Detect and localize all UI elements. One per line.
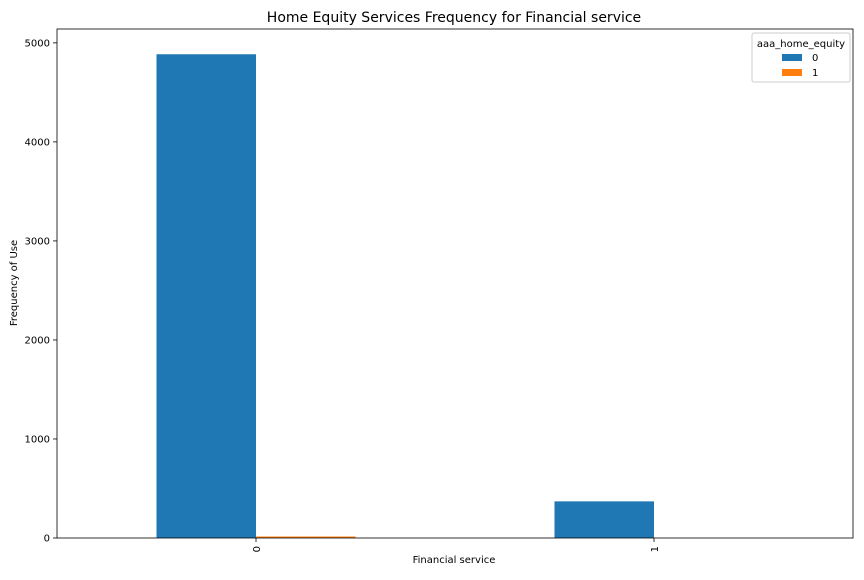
legend-swatch-series-1 — [782, 69, 802, 76]
x-axis-label: Financial service — [413, 555, 496, 566]
bar-cat-0-series-0 — [156, 54, 256, 538]
legend: aaa_home_equity 0 1 — [751, 32, 851, 83]
y-axis-label: Frequency of Use — [9, 240, 20, 326]
y-tick-label-4000: 4000 — [25, 137, 50, 148]
y-tick-label-5000: 5000 — [25, 38, 50, 49]
y-tick-label-3000: 3000 — [25, 236, 50, 247]
axes-frame — [56, 28, 854, 539]
bar-cat-0-series-1 — [256, 536, 356, 538]
chart-title: Home Equity Services Frequency for Finan… — [267, 10, 641, 26]
y-tick-label-0: 0 — [44, 534, 50, 545]
plot-area: 0 1000 2000 3000 4000 5000 0 1 — [25, 28, 854, 552]
legend-swatch-series-0 — [782, 54, 802, 61]
bar-cat-1-series-0 — [554, 501, 654, 538]
x-tick-label-0: 0 — [252, 546, 263, 552]
y-tick-label-1000: 1000 — [25, 434, 50, 445]
legend-label-series-0: 0 — [812, 53, 818, 64]
x-tick-label-1: 1 — [650, 546, 661, 552]
y-tick-label-2000: 2000 — [25, 335, 50, 346]
legend-title: aaa_home_equity — [757, 39, 845, 50]
legend-label-series-1: 1 — [812, 68, 818, 79]
